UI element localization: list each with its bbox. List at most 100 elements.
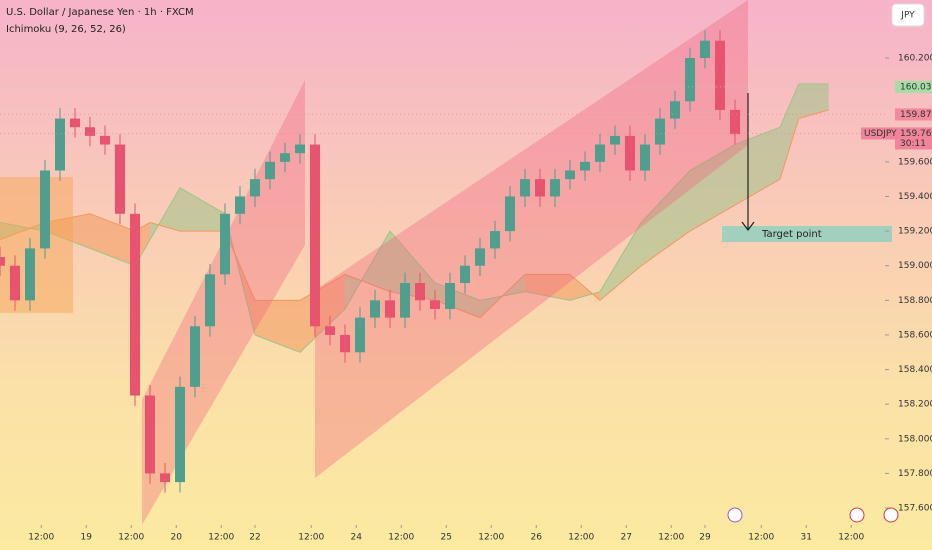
y-tick-label: 157.800 (898, 469, 932, 479)
cloud-fill (641, 170, 690, 266)
cloud-fill (45, 213, 90, 249)
price-label: 159.874 (900, 110, 932, 120)
y-tick-label: 158.400 (898, 365, 932, 375)
price-label-box (895, 127, 932, 150)
currency-button[interactable] (891, 3, 925, 27)
x-tick-label: 12:00 (28, 533, 54, 543)
candle-body (430, 300, 440, 309)
x-tick-label: 26 (531, 533, 543, 543)
x-tick-label: 12:00 (208, 533, 234, 543)
candle-body (175, 386, 185, 483)
x-tick-label: 12:00 (568, 533, 594, 543)
candle-body (265, 161, 275, 180)
candle-body (685, 57, 695, 102)
candle-body (220, 213, 230, 275)
candle-body (670, 101, 680, 119)
x-tick-label: 27 (621, 533, 632, 543)
candle-body (700, 40, 710, 58)
candle-body (655, 118, 665, 145)
x-tick-label: 12:00 (388, 533, 414, 543)
cloud-line (0, 109, 829, 319)
candle-body (100, 135, 110, 145)
channel (315, 0, 748, 478)
x-tick-label: 12:00 (658, 533, 684, 543)
candle-body (715, 40, 725, 110)
x-tick-label: 12:00 (298, 533, 324, 543)
arrow-head (741, 221, 755, 231)
y-tick-label: 158.000 (898, 434, 932, 444)
y-tick-label: 158.200 (898, 400, 932, 410)
y-tick-label: 158.800 (898, 296, 932, 306)
candle-body (640, 144, 650, 171)
countdown: 30:11 (900, 139, 926, 149)
cloud-fill (600, 222, 642, 301)
candle-body (475, 248, 485, 266)
symbol-box (861, 127, 895, 140)
target-label: Target point (761, 229, 822, 240)
candles (0, 30, 740, 493)
x-tick-label: 12:00 (748, 533, 774, 543)
candle-body (190, 326, 200, 387)
y-tick-label: 159.400 (898, 192, 932, 202)
candle-body (0, 257, 5, 266)
x-tick-label: 25 (441, 533, 452, 543)
candle-body (580, 161, 590, 171)
candle-body (55, 118, 65, 171)
currency-label: JPY (900, 11, 915, 21)
event-icon[interactable] (849, 507, 865, 523)
event-icon[interactable] (727, 507, 743, 523)
symbol-label: USDJPY (864, 129, 897, 139)
cloud-fill (798, 83, 829, 119)
candle-body (145, 395, 155, 474)
candle-body (355, 317, 365, 353)
cloud-fill (780, 83, 799, 180)
x-tick-label: 12:00 (838, 533, 864, 543)
y-tick-label: 159.200 (898, 227, 932, 237)
candle-body (460, 265, 470, 284)
candle-body (325, 326, 335, 335)
candle-body (205, 274, 215, 327)
candle-body (160, 473, 170, 483)
y-tick-label: 159.600 (898, 157, 932, 167)
candle-body (295, 144, 305, 154)
candle-body (25, 248, 35, 301)
candle-body (70, 118, 80, 128)
candle-body (250, 179, 260, 197)
cloud-fill (180, 187, 225, 232)
price-label-box (895, 108, 932, 121)
x-tick-label: 22 (249, 533, 260, 543)
candle-body (610, 135, 620, 145)
x-tick-label: 12:00 (118, 533, 144, 543)
candle-body (115, 144, 125, 214)
candle-body (595, 144, 605, 162)
y-tick-label: 157.600 (898, 504, 932, 514)
candle-body (415, 283, 425, 301)
candle-body (385, 300, 395, 318)
candle-body (340, 334, 350, 353)
candle-body (520, 179, 530, 197)
x-tick-label: 12:00 (478, 533, 504, 543)
candle-body (730, 109, 740, 135)
candle-body (535, 179, 545, 197)
y-tick-label: 160.200 (898, 53, 932, 63)
price-label: 160.033 (900, 82, 932, 92)
event-icon[interactable] (883, 507, 899, 523)
x-tick-label: 24 (351, 533, 363, 543)
candle-body (310, 144, 320, 327)
y-tick-label: 159.000 (898, 261, 932, 271)
candle-body (235, 196, 245, 214)
candle-body (550, 179, 560, 197)
candle-body (85, 127, 95, 136)
x-tick-label: 31 (801, 533, 812, 543)
candle-body (565, 170, 575, 180)
indicator-label: Ichimoku (9, 26, 52, 26) (6, 24, 126, 35)
candle-body (490, 231, 500, 249)
target-box (722, 226, 892, 242)
price-label-box (895, 80, 932, 93)
candle-body (370, 300, 380, 318)
cloud-fill (525, 274, 570, 301)
cloud-line (0, 83, 829, 353)
candle-body (625, 135, 635, 171)
cloud-fill (735, 127, 780, 206)
